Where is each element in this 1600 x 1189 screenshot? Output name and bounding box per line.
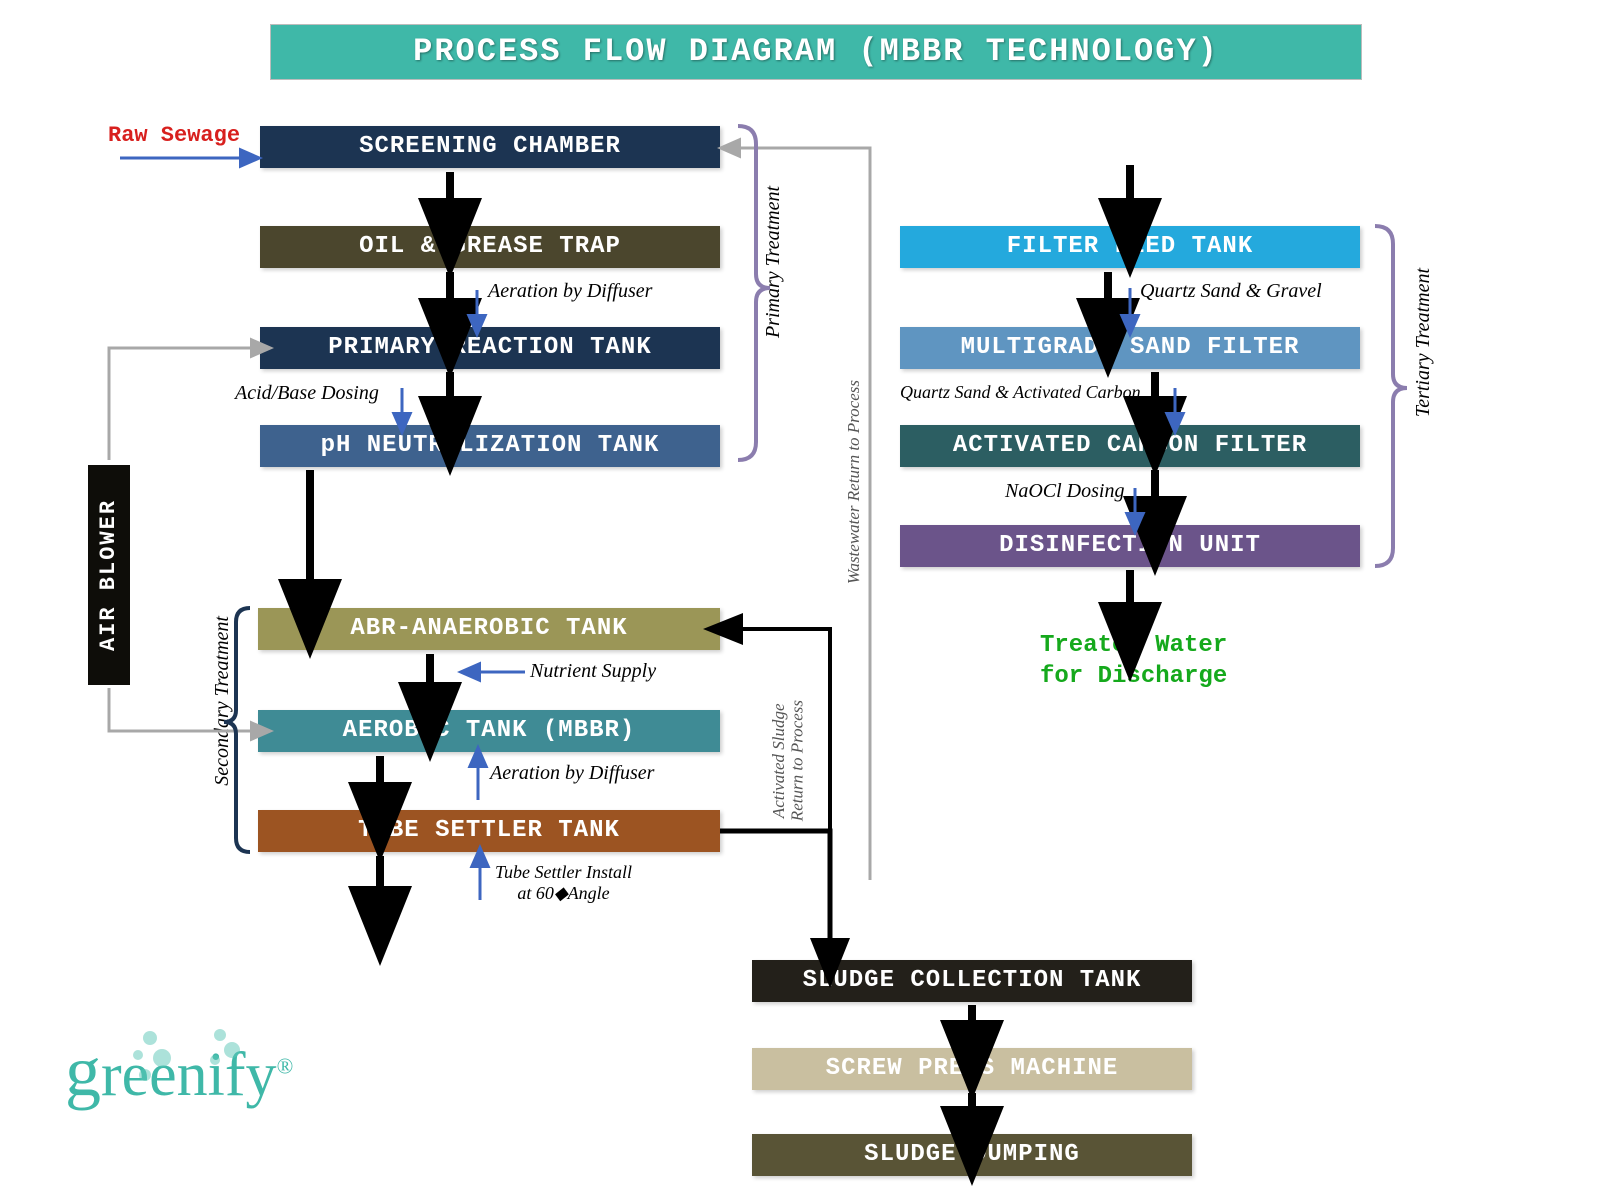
node-screwpress: SCREW PRESS MACHINE: [752, 1048, 1192, 1090]
treated-l2: for Discharge: [1040, 663, 1227, 690]
node-sludgecol: SLUDGE COLLECTION TANK: [752, 960, 1192, 1002]
node-actcarbon: ACTIVATED CARBON FILTER: [900, 425, 1360, 467]
svg-overlay: [0, 0, 1600, 1189]
annot-tubesettle: Tube Settler Install at 60◆Angle: [495, 862, 632, 903]
annot-aeration2: Aeration by Diffuser: [490, 762, 654, 785]
annot-quartzgrav: Quartz Sand & Gravel: [1140, 280, 1322, 303]
node-primaryrx: PRIMARY REACTION TANK: [260, 327, 720, 369]
annot-nutrient: Nutrient Supply: [530, 660, 656, 683]
section-primary: Primary Treatment: [762, 186, 785, 338]
air-blower: AIR BLOWER: [88, 465, 130, 685]
annot-acidbase: Acid/Base Dosing: [235, 382, 379, 405]
annot-quartzact: Quartz Sand & Activated Carbon: [900, 382, 1141, 403]
node-multigrade: MULTIGRADE SAND FILTER: [900, 327, 1360, 369]
section-actsludge: Activated SludgeReturn to Process: [770, 700, 807, 821]
node-abr: ABR-ANAEROBIC TANK: [258, 608, 720, 650]
annot-tubesettle1: Tube Settler Install: [495, 862, 632, 882]
treated-water: Treated Water for Discharge: [1040, 630, 1227, 692]
section-secondary: Secondary Treatment: [211, 616, 234, 786]
annot-aeration1: Aeration by Diffuser: [488, 280, 652, 303]
annot-tubesettle2: at 60◆Angle: [517, 883, 609, 903]
raw-sewage-label: Raw Sewage: [108, 123, 240, 148]
node-phneutral: pH NEUTRALIZATION TANK: [260, 425, 720, 467]
node-screening: SCREENING CHAMBER: [260, 126, 720, 168]
treated-l1: Treated Water: [1040, 632, 1227, 659]
node-oilgrease: OIL & GREASE TRAP: [260, 226, 720, 268]
node-filterfeed: FILTER FEED TANK: [900, 226, 1360, 268]
section-tertiary: Tertiary Treatment: [1412, 268, 1435, 417]
annot-naocl: NaOCl Dosing: [1005, 480, 1124, 503]
node-tube: TUBE SETTLER TANK: [258, 810, 720, 852]
node-aerobic: AEROBIC TANK (MBBR): [258, 710, 720, 752]
section-wastewater: Wastewater Return to Process: [845, 380, 864, 584]
node-sludgedump: SLUDGE DUMPING: [752, 1134, 1192, 1176]
node-disinfect: DISINFECTION UNIT: [900, 525, 1360, 567]
title-bar: PROCESS FLOW DIAGRAM (MBBR TECHNOLOGY): [270, 24, 1362, 80]
logo: greenify®: [65, 1030, 293, 1113]
